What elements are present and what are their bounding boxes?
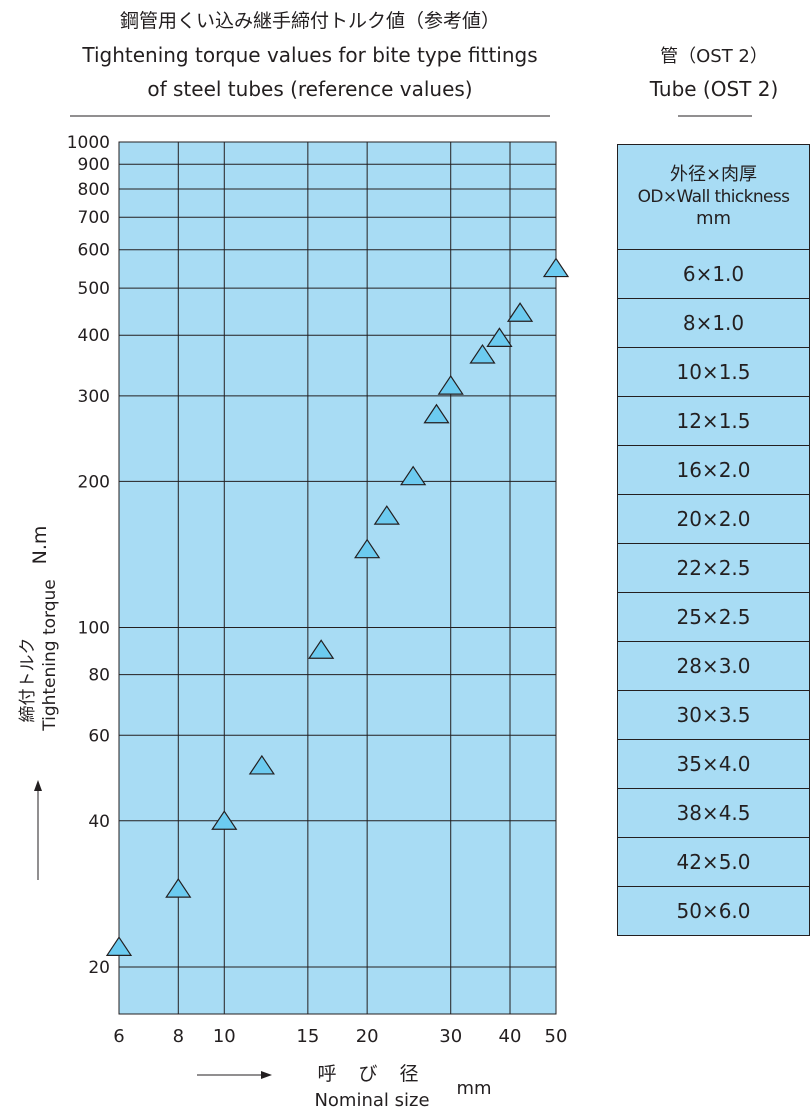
table-row: 30×3.5 bbox=[617, 690, 810, 740]
y-axis-arrow bbox=[34, 780, 42, 880]
data-point-triangle bbox=[506, 302, 534, 322]
data-point-triangle bbox=[248, 754, 275, 775]
table-header-jp: 外径×肉厚 bbox=[669, 164, 758, 185]
table-row: 42×5.0 bbox=[617, 837, 810, 887]
table-row: 22×2.5 bbox=[617, 543, 810, 593]
x-axis-label-jp: 呼 び 径 bbox=[317, 1063, 426, 1085]
table-cell-size: 16×2.0 bbox=[617, 445, 810, 495]
table-cell-size: 10×1.5 bbox=[617, 347, 810, 397]
y-tick-label: 40 bbox=[88, 812, 110, 832]
chart-title-en-line1: Tightening torque values for bite type f… bbox=[81, 43, 537, 67]
plot-area bbox=[118, 141, 557, 1015]
table-cell-size: 20×2.0 bbox=[617, 494, 810, 544]
x-tick-label: 15 bbox=[296, 1026, 319, 1047]
table-row: 10×1.5 bbox=[617, 347, 810, 397]
table-header-unit: mm bbox=[695, 208, 732, 229]
x-tick-labels: 6 8 10 15 20 30 40 50 bbox=[113, 1026, 567, 1047]
table-row: 35×4.0 bbox=[617, 739, 810, 789]
table-cell-size: 42×5.0 bbox=[617, 837, 810, 887]
y-axis-label-en: Tightening torque bbox=[40, 579, 60, 732]
table-row: 12×1.5 bbox=[617, 396, 810, 446]
x-axis-label-en: Nominal size bbox=[314, 1090, 429, 1111]
chart-title-en-line2: of steel tubes (reference values) bbox=[147, 77, 472, 101]
table-row: 25×2.5 bbox=[617, 592, 810, 642]
data-point-triangle bbox=[400, 465, 427, 486]
y-axis-unit: N.m bbox=[29, 526, 51, 565]
table-row: 38×4.5 bbox=[617, 788, 810, 838]
y-tick-label: 60 bbox=[88, 726, 110, 746]
table-cell-size: 25×2.5 bbox=[617, 592, 810, 642]
x-tick-label: 30 bbox=[439, 1026, 462, 1047]
table-cell-size: 22×2.5 bbox=[617, 543, 810, 593]
data-point-triangle bbox=[105, 936, 133, 956]
table-row: 20×2.0 bbox=[617, 494, 810, 544]
x-tick-label: 10 bbox=[213, 1026, 236, 1047]
data-point-triangle bbox=[542, 257, 570, 278]
data-point-triangle bbox=[373, 505, 400, 525]
table-row: 50×6.0 bbox=[617, 886, 810, 936]
data-markers bbox=[105, 257, 570, 956]
x-axis-arrow bbox=[197, 1071, 272, 1079]
data-point-triangle bbox=[423, 403, 450, 424]
y-tick-label: 400 bbox=[78, 326, 110, 346]
table-cell-size: 50×6.0 bbox=[617, 886, 810, 936]
table-header-en: OD×Wall thickness bbox=[637, 187, 790, 207]
table-header-cell: 外径×肉厚 OD×Wall thickness mm bbox=[617, 144, 810, 250]
data-point-triangle bbox=[211, 810, 238, 830]
table-row: 8×1.0 bbox=[617, 298, 810, 348]
data-point-triangle bbox=[354, 538, 381, 559]
table-row: 28×3.0 bbox=[617, 641, 810, 691]
table-cell-size: 12×1.5 bbox=[617, 396, 810, 446]
y-tick-label: 300 bbox=[78, 387, 110, 407]
table-cell-size: 6×1.0 bbox=[617, 249, 810, 299]
y-axis-label-jp: 締付トルク bbox=[18, 638, 38, 723]
y-tick-label: 800 bbox=[78, 180, 110, 200]
tube-size-table: 外径×肉厚 OD×Wall thickness mm 6×1.0 8×1.0 10×… bbox=[617, 144, 810, 936]
table-title-jp: 管（OST 2） bbox=[660, 46, 768, 67]
table-cell-size: 35×4.0 bbox=[617, 739, 810, 789]
y-tick-label: 500 bbox=[78, 279, 110, 299]
y-tick-label: 900 bbox=[78, 155, 110, 175]
x-tick-label: 6 bbox=[113, 1026, 124, 1047]
table-header-row: 外径×肉厚 OD×Wall thickness mm bbox=[617, 144, 810, 250]
data-point-triangle bbox=[165, 878, 192, 898]
table-row: 6×1.0 bbox=[617, 249, 810, 299]
data-point-triangle bbox=[486, 327, 513, 347]
data-point-triangle bbox=[308, 639, 335, 659]
grid bbox=[118, 141, 557, 1014]
table-cell-size: 30×3.5 bbox=[617, 690, 810, 740]
table-cell-size: 38×4.5 bbox=[617, 788, 810, 838]
chart-title-jp: 鋼管用くい込み継手締付トルク値（参考値） bbox=[120, 10, 500, 32]
x-tick-label: 20 bbox=[356, 1026, 379, 1047]
x-tick-label: 40 bbox=[499, 1026, 522, 1047]
table-cell-size: 8×1.0 bbox=[617, 298, 810, 348]
data-point-triangle bbox=[437, 375, 464, 395]
table-title-en: Tube (OST 2) bbox=[649, 77, 779, 101]
x-tick-label: 50 bbox=[545, 1026, 568, 1047]
y-tick-label: 20 bbox=[88, 958, 110, 978]
table-row: 16×2.0 bbox=[617, 445, 810, 495]
y-tick-label: 200 bbox=[78, 472, 110, 492]
table-cell-size: 28×3.0 bbox=[617, 641, 810, 691]
y-tick-label: 1000 bbox=[67, 133, 110, 153]
x-axis-unit: mm bbox=[456, 1078, 491, 1099]
y-tick-label: 100 bbox=[78, 619, 110, 639]
y-tick-label: 600 bbox=[78, 241, 110, 261]
y-tick-label: 700 bbox=[78, 208, 110, 228]
data-point-triangle bbox=[469, 343, 496, 364]
x-tick-label: 8 bbox=[173, 1026, 184, 1047]
y-tick-label: 80 bbox=[88, 666, 110, 686]
